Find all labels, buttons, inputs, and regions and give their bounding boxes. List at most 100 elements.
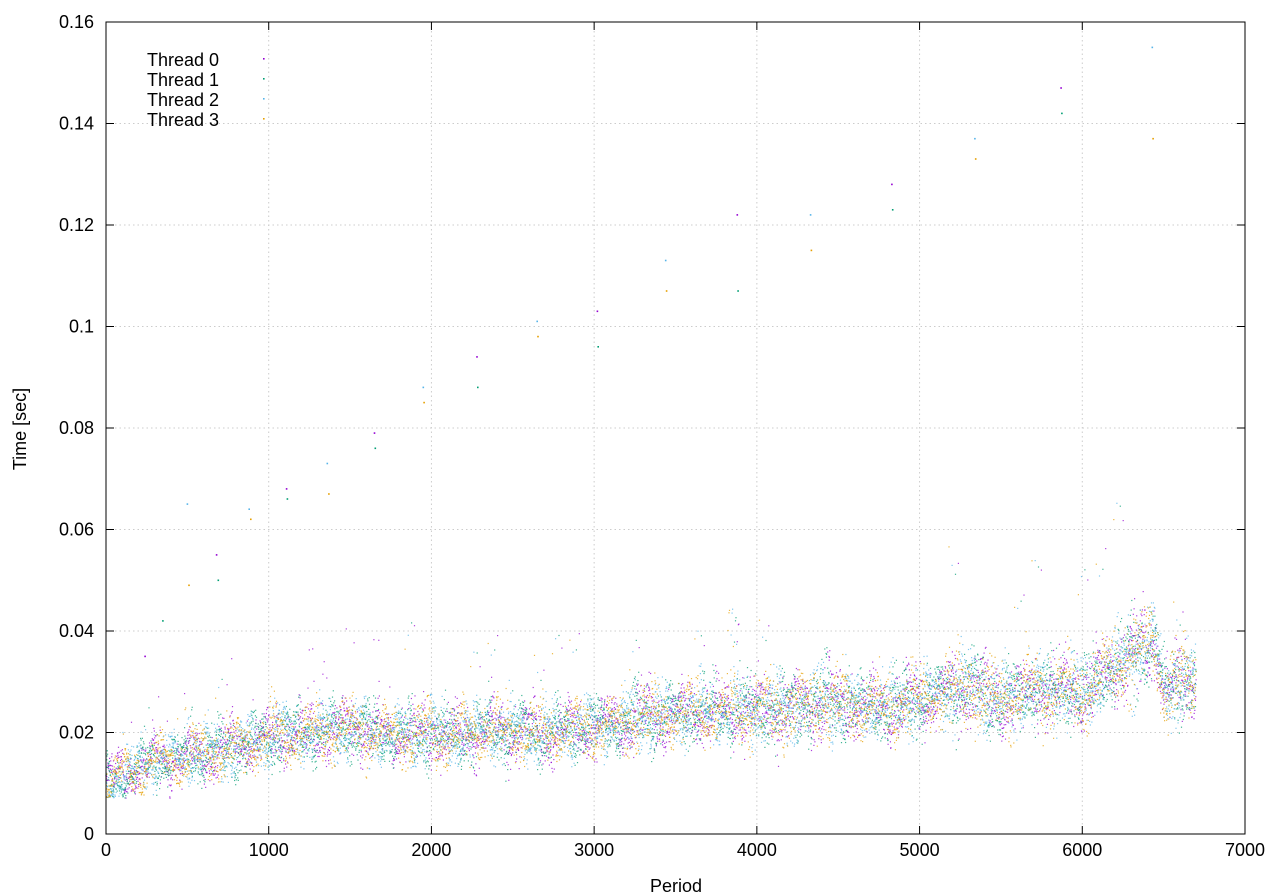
data-point — [374, 721, 377, 723]
data-point — [422, 724, 424, 726]
data-point — [805, 691, 807, 693]
data-point — [135, 778, 138, 780]
data-point — [577, 747, 579, 749]
data-point — [198, 752, 200, 754]
data-point — [1067, 666, 1070, 668]
data-point — [264, 734, 266, 736]
data-point — [869, 670, 871, 672]
data-point — [280, 745, 282, 747]
data-point — [924, 712, 926, 714]
data-point — [560, 718, 562, 720]
data-point — [791, 707, 793, 709]
data-point — [1156, 677, 1158, 679]
data-point — [1187, 675, 1190, 677]
data-point — [174, 740, 177, 742]
data-point — [602, 722, 605, 724]
data-point — [418, 734, 420, 736]
data-point — [979, 684, 981, 686]
data-point — [671, 722, 674, 724]
data-point — [1102, 666, 1104, 668]
data-point — [746, 732, 748, 734]
data-point — [1031, 668, 1033, 670]
data-point — [112, 768, 114, 770]
data-point — [888, 731, 890, 733]
data-point — [1140, 613, 1142, 615]
data-point — [251, 736, 253, 738]
data-point — [880, 718, 882, 720]
data-point — [673, 704, 675, 706]
data-point — [234, 755, 236, 757]
data-point — [940, 671, 942, 673]
data-point — [1099, 673, 1101, 675]
data-point — [132, 789, 134, 791]
data-point — [305, 743, 308, 745]
data-point — [697, 730, 699, 732]
data-point — [472, 743, 474, 745]
data-point — [186, 746, 188, 748]
data-point — [200, 743, 202, 745]
data-point — [216, 758, 218, 760]
data-point — [681, 673, 683, 675]
data-point — [825, 687, 827, 689]
data-point — [999, 724, 1001, 726]
data-point — [420, 726, 422, 728]
data-point — [944, 691, 946, 693]
data-point — [786, 691, 788, 693]
data-point — [167, 774, 170, 776]
data-point — [913, 708, 915, 711]
data-point — [730, 717, 732, 719]
data-point — [134, 770, 136, 772]
data-point — [183, 761, 185, 763]
data-point — [499, 737, 501, 739]
data-point — [1025, 697, 1027, 699]
data-point — [813, 724, 815, 726]
data-point — [202, 773, 204, 775]
data-point — [758, 711, 760, 713]
data-point — [130, 790, 132, 792]
data-point — [577, 735, 579, 737]
data-point — [735, 726, 737, 728]
data-point — [973, 676, 975, 678]
data-point — [1080, 721, 1082, 723]
data-point — [115, 783, 117, 785]
data-point — [440, 754, 442, 756]
data-point — [262, 726, 265, 728]
data-point — [768, 722, 770, 724]
data-point — [1125, 699, 1128, 701]
data-point — [1059, 705, 1061, 707]
data-point — [1006, 721, 1008, 723]
data-point — [395, 758, 398, 760]
data-point — [1015, 696, 1017, 698]
data-point — [984, 661, 986, 663]
data-point — [1016, 677, 1018, 679]
data-point — [543, 727, 545, 729]
data-point — [779, 719, 782, 721]
data-point — [107, 767, 109, 769]
data-point — [422, 725, 424, 727]
data-point — [1094, 690, 1096, 692]
data-point — [234, 752, 236, 754]
data-point — [448, 751, 450, 753]
data-point — [747, 691, 749, 693]
data-point — [1039, 708, 1041, 710]
data-point — [960, 678, 962, 681]
data-point — [916, 677, 918, 679]
data-point — [217, 742, 220, 744]
data-point — [714, 695, 716, 697]
data-point — [718, 709, 720, 711]
data-point — [166, 770, 168, 773]
data-point — [702, 713, 704, 715]
data-point — [1087, 686, 1089, 688]
data-point — [550, 743, 552, 745]
data-point — [1159, 690, 1161, 692]
data-point — [1144, 609, 1146, 611]
data-point — [804, 681, 806, 683]
data-point — [218, 729, 220, 731]
data-point — [611, 699, 613, 701]
data-point — [126, 791, 128, 793]
data-point — [629, 745, 631, 747]
data-point — [739, 690, 741, 692]
data-point — [1177, 691, 1179, 693]
data-point — [618, 745, 620, 747]
data-point — [1118, 644, 1120, 646]
